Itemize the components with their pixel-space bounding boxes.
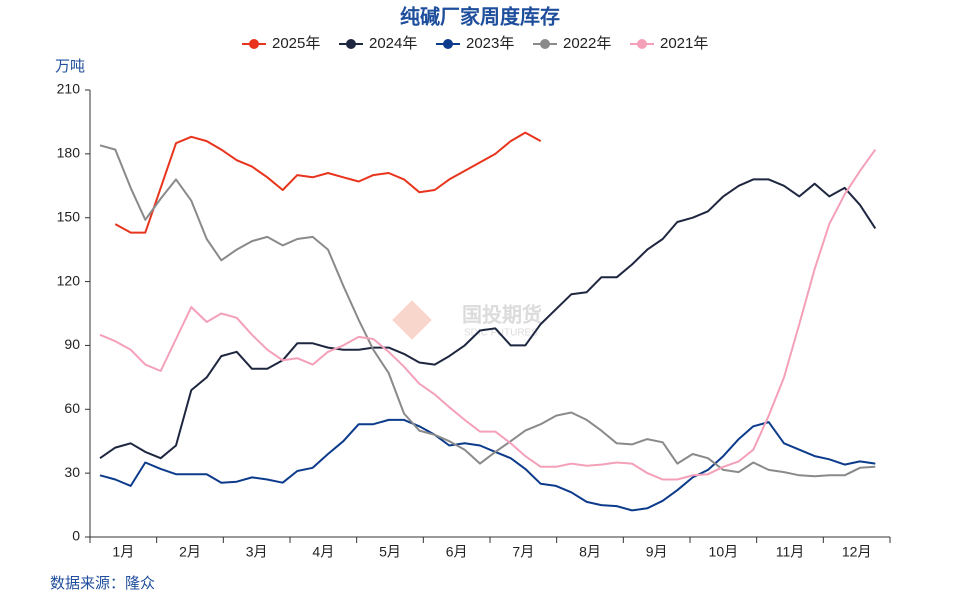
legend-marker — [637, 39, 647, 49]
x-tick-label: 11月 — [776, 544, 805, 560]
x-tick-label: 10月 — [709, 544, 739, 560]
legend-label: 2023年 — [466, 35, 514, 52]
x-tick-label: 4月 — [312, 544, 334, 560]
watermark-text: 国投期货 — [462, 302, 542, 326]
legend-marker — [249, 39, 259, 49]
y-tick-label: 30 — [64, 464, 80, 480]
x-tick-label: 3月 — [246, 544, 268, 560]
series-line — [99, 178, 877, 460]
watermark-subtext: SDIC FUTURES — [464, 328, 538, 339]
legend-label: 2021年 — [660, 35, 708, 52]
y-tick-label: 120 — [57, 272, 81, 288]
series-line — [99, 144, 876, 478]
chart-title: 纯碱厂家周度库存 — [400, 4, 560, 28]
legend-label: 2024年 — [369, 35, 417, 52]
y-tick-label: 0 — [72, 528, 80, 544]
watermark: 国投期货 SDIC FUTURES — [392, 300, 542, 340]
x-tick-label: 6月 — [446, 544, 468, 560]
legend-marker — [346, 39, 356, 49]
x-tick-label: 12月 — [842, 544, 872, 560]
watermark-logo — [392, 300, 432, 340]
y-tick-label: 90 — [64, 336, 80, 352]
legend-label: 2022年 — [563, 35, 611, 52]
y-axis-label: 万吨 — [55, 58, 85, 75]
x-tick-label: 1月 — [112, 544, 134, 560]
x-tick-label: 2月 — [179, 544, 201, 560]
x-tick-label: 8月 — [579, 544, 601, 560]
y-tick-label: 150 — [57, 208, 81, 224]
legend-label: 2025年 — [272, 35, 320, 52]
series-line — [114, 131, 542, 234]
y-tick-label: 210 — [57, 81, 81, 97]
y-tick-label: 180 — [57, 145, 81, 161]
x-tick-label: 7月 — [512, 544, 534, 560]
y-tick-label: 60 — [64, 400, 80, 416]
source: 数据来源：隆众 — [50, 575, 155, 592]
series-line — [99, 149, 877, 481]
x-tick-label: 5月 — [379, 544, 401, 560]
series-line — [99, 418, 876, 512]
legend-marker — [443, 39, 453, 49]
x-tick-label: 9月 — [646, 544, 668, 560]
legend-marker — [540, 39, 550, 49]
